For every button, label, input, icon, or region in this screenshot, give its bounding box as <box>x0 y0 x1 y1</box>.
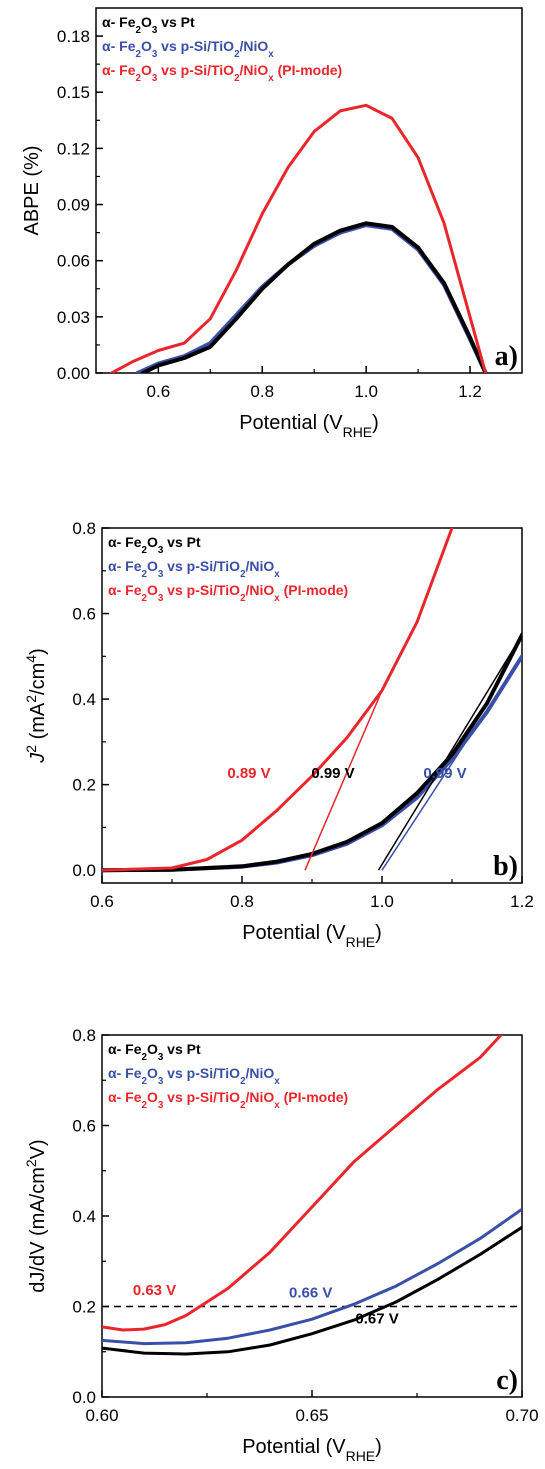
legend-entry-1: α- Fe2O3 vs Pt <box>102 14 195 36</box>
legend-entry-2: α- Fe2O3 vs p-Si/TiO2/NiOx <box>108 1065 280 1087</box>
onset-annotation-1: 0.89 V <box>227 765 270 782</box>
y-tick-label: 0.6 <box>72 1117 96 1136</box>
y-tick-label: 0.2 <box>72 1298 96 1317</box>
series-line-3 <box>102 1035 503 1332</box>
y-tick-label: 0.06 <box>57 252 90 271</box>
plot-area <box>102 1035 522 1356</box>
series-line-3 <box>110 103 488 373</box>
legend-entry-1: α- Fe2O3 vs Pt <box>108 1041 201 1063</box>
onset-annotation-2: 0.66 V <box>289 1284 332 1301</box>
series-line-3 <box>102 528 454 872</box>
y-tick-label: 0.18 <box>57 27 90 46</box>
x-tick-label: 1.2 <box>510 892 534 911</box>
tangent-fit-line-3 <box>381 655 522 871</box>
legend-entry-3: α- Fe2O3 vs p-Si/TiO2/NiOx (PI-mode) <box>108 1089 348 1111</box>
panel-label: a) <box>495 341 518 372</box>
y-tick-label: 0.8 <box>72 519 96 538</box>
x-tick-label: 1.0 <box>370 892 394 911</box>
plot-frame <box>95 7 523 374</box>
plot-area <box>102 528 522 873</box>
y-tick-label: 0.03 <box>57 308 90 327</box>
y-axis-label: ABPE (%) <box>21 145 43 235</box>
onset-annotation-1: 0.63 V <box>133 1282 176 1299</box>
y-tick-label: 0.12 <box>57 139 90 158</box>
chart-panel-3: 0.60 0.65 0.70 0.0 0.2 0.4 0.6 0.8 Potential (VR… <box>23 1026 539 1464</box>
x-tick-label: 0.60 <box>85 1406 118 1425</box>
chart-panel-2: 0.6 0.8 1.0 1.2 0.0 0.2 0.4 0.6 0.8 Potential (VR… <box>23 519 534 950</box>
onset-annotation-3: 0.67 V <box>355 1311 398 1328</box>
tangent-fit-line-2 <box>377 634 522 871</box>
y-tick-label: 0.8 <box>72 1026 96 1045</box>
series-line-1 <box>102 1225 522 1356</box>
x-tick-label: 0.6 <box>147 382 171 401</box>
y-axis-label: dJ/dV (mA/cm2V) <box>23 1139 49 1292</box>
x-tick-label: 1.2 <box>458 382 482 401</box>
onset-annotation-3: 0.99 V <box>423 765 466 782</box>
y-tick-label: 0.2 <box>72 776 96 795</box>
y-axis-label: J2 (mA2/cm4) <box>23 648 49 764</box>
x-tick-label: 0.8 <box>230 892 254 911</box>
plot-area <box>110 103 488 373</box>
y-tick-label: 0.4 <box>72 1207 96 1226</box>
series-line-2 <box>102 1207 522 1346</box>
x-tick-label: 0.6 <box>90 892 114 911</box>
y-tick-label: 0.15 <box>57 83 90 102</box>
x-axis-label: Potential (VRHE) <box>239 412 379 440</box>
x-tick-label: 0.70 <box>505 1406 538 1425</box>
series-line-2 <box>140 221 488 373</box>
x-tick-label: 0.65 <box>295 1406 328 1425</box>
chart-panel-1: 0.6 0.8 1.0 1.2 0.00 0.03 0.06 0.09 0.12 0.15 0.18… <box>21 7 523 440</box>
y-tick-label: 0.09 <box>57 196 90 215</box>
y-tick-label: 0.6 <box>72 605 96 624</box>
legend-entry-3: α- Fe2O3 vs p-Si/TiO2/NiOx (PI-mode) <box>108 582 348 604</box>
y-tick-label: 0.00 <box>57 364 90 383</box>
y-tick-label: 0.0 <box>72 1388 96 1407</box>
series-line-1 <box>102 654 522 873</box>
panel-label: c) <box>496 1365 518 1396</box>
onset-annotation-2: 0.99 V <box>311 765 354 782</box>
legend-entry-1: α- Fe2O3 vs Pt <box>108 534 201 556</box>
legend-entry-3: α- Fe2O3 vs p-Si/TiO2/NiOx (PI-mode) <box>102 62 342 84</box>
legend-entry-2: α- Fe2O3 vs p-Si/TiO2/NiOx <box>108 558 280 580</box>
x-axis-label: Potential (VRHE) <box>242 1436 382 1464</box>
legend-entry-2: α- Fe2O3 vs p-Si/TiO2/NiOx <box>102 38 274 60</box>
panel-label: b) <box>493 851 518 882</box>
series-line-2 <box>102 632 522 873</box>
x-axis-label: Potential (VRHE) <box>242 922 382 950</box>
x-tick-label: 1.0 <box>354 382 378 401</box>
y-tick-label: 0.0 <box>72 861 96 880</box>
tangent-fit-line-1 <box>304 690 383 871</box>
y-tick-label: 0.4 <box>72 690 96 709</box>
x-tick-label: 0.8 <box>250 382 274 401</box>
